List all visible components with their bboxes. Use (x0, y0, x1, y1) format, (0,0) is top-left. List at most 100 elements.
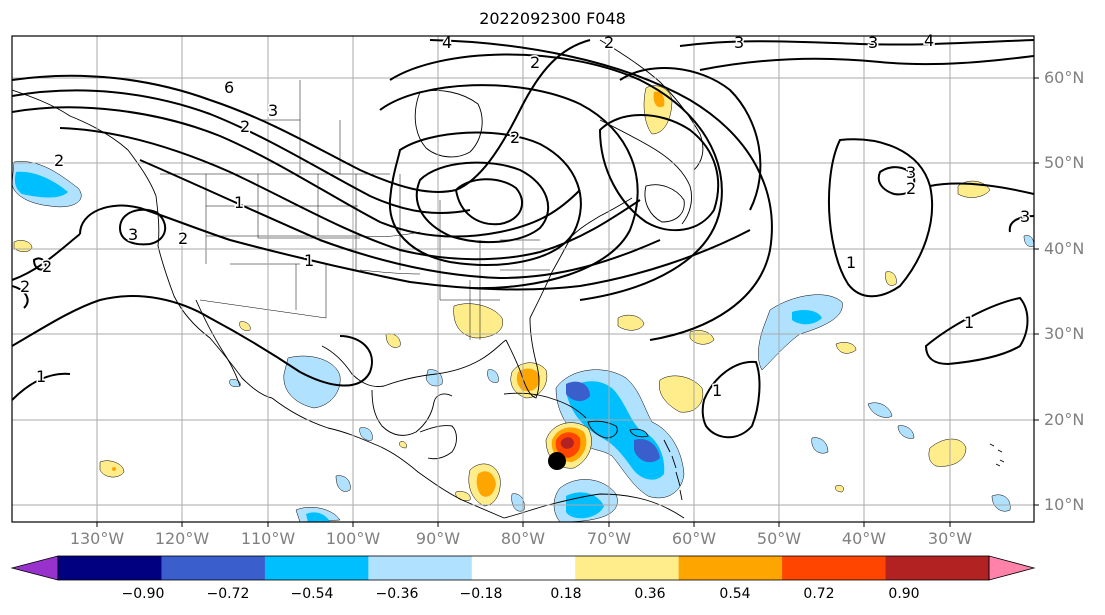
contour-label: 2 (178, 229, 188, 248)
lon-label-100w: 100°W (325, 529, 381, 548)
contour-label: 3 (1020, 207, 1030, 226)
positive-anomaly-area (617, 314, 645, 331)
contour-label: 4 (924, 31, 934, 50)
contour-label: 4 (442, 33, 452, 52)
negative-anomaly-area (335, 475, 351, 492)
colorbar-tick-label: 0.72 (803, 586, 835, 602)
contour-label: 3 (906, 163, 916, 182)
positive-anomaly-area (476, 471, 496, 497)
negative-anomaly-area (792, 310, 822, 325)
negative-anomaly-area (425, 369, 443, 387)
lon-label-70w: 70°W (586, 529, 632, 548)
contour-label: 3 (734, 33, 744, 52)
contour-label: 1 (712, 381, 722, 400)
colorbar-tick-label: 0.18 (550, 586, 582, 602)
colorbar-tick-label: 0.90 (888, 586, 920, 602)
contour-label: 3 (128, 225, 138, 244)
lon-label-40w: 40°W (841, 529, 887, 548)
positive-anomaly-area (239, 321, 251, 331)
lon-label-80w: 80°W (500, 529, 546, 548)
negative-anomaly-area (634, 438, 660, 463)
negative-anomaly-area (897, 425, 915, 439)
positive-anomaly-area (560, 437, 574, 449)
negative-anomaly-area (566, 381, 590, 402)
colorbar-tick-label: −0.36 (375, 586, 419, 602)
lat-label-20n: 20°N (1044, 410, 1085, 429)
negative-anomaly-area (1023, 235, 1034, 247)
lon-label-50w: 50°W (756, 529, 802, 548)
colorbar-tick-label: 0.36 (634, 586, 666, 602)
colorbar-tick-label: 0.54 (719, 586, 751, 602)
negative-anomaly-area (283, 355, 341, 409)
positive-anomaly-area (112, 467, 116, 471)
map-title: 2022092300 F048 (479, 9, 626, 28)
negative-anomaly-area (511, 493, 525, 512)
lat-label-60n: 60°N (1044, 68, 1085, 87)
anomaly-fills (12, 85, 1034, 522)
contour-label: 1 (846, 253, 856, 272)
negative-anomaly-area (14, 171, 68, 198)
negative-anomaly-area (359, 427, 373, 441)
lon-label-60w: 60°W (671, 529, 717, 548)
contour-label: 2 (604, 33, 614, 52)
colorbar-tick-label: −0.72 (206, 586, 250, 602)
contour-label: 1 (234, 193, 244, 212)
colorbar-extend-low (10, 555, 59, 581)
contour-label: 2 (20, 277, 30, 296)
negative-anomaly-area (306, 512, 330, 522)
colorbar-segment (161, 556, 266, 580)
positive-anomaly-area (835, 342, 857, 354)
negative-anomaly-area (991, 494, 1011, 512)
contour-label: 2 (42, 257, 52, 276)
colorbar-segment (368, 556, 473, 580)
contour-label: 2 (510, 128, 520, 147)
positive-anomaly-area (453, 303, 504, 339)
positive-anomaly-area (455, 491, 471, 501)
positive-anomaly-area (835, 485, 844, 493)
lat-label-10n: 10°N (1044, 495, 1085, 514)
colorbar-tick-label: −0.90 (121, 586, 165, 602)
storm-center-marker (548, 452, 566, 470)
colorbar-tick-label: −0.54 (290, 586, 334, 602)
contour-label: 2 (54, 151, 64, 170)
contour-label: 2 (240, 117, 250, 136)
positive-anomaly-area (643, 85, 673, 135)
negative-anomaly-area (811, 437, 829, 454)
negative-anomaly-area (867, 402, 893, 418)
lat-label-50n: 50°N (1044, 153, 1085, 172)
positive-anomaly-area (653, 91, 665, 108)
negative-anomaly-area (758, 294, 843, 371)
contour-label: 1 (964, 313, 974, 332)
positive-anomaly-area (13, 240, 33, 252)
contour-label: 2 (906, 179, 916, 198)
contour-label: 6 (224, 78, 234, 97)
lon-label-120w: 120°W (154, 529, 210, 548)
colorbar-segment (575, 556, 680, 580)
colorbar-extend-high (988, 555, 1036, 581)
lat-label-40n: 40°N (1044, 239, 1085, 258)
axis-ticks (96, 77, 1039, 527)
colorbar-segment (58, 556, 162, 580)
colorbar-segment (885, 556, 990, 580)
colorbar-segment (471, 556, 576, 580)
lon-label-90w: 90°W (415, 529, 461, 548)
contour-label: 1 (304, 251, 314, 270)
lat-label-30n: 30°N (1044, 324, 1085, 343)
colorbar-tick-label: −0.18 (459, 586, 503, 602)
contour-label: 2 (530, 53, 540, 72)
political-borders (160, 80, 550, 340)
colorbar (10, 555, 1036, 581)
positive-anomaly-area (399, 441, 407, 449)
positive-anomaly-area (885, 271, 897, 286)
contour-lines (12, 39, 1034, 439)
positive-anomaly-area (928, 438, 967, 467)
positive-anomaly-area (658, 375, 704, 413)
positive-anomaly-area (99, 460, 125, 478)
lon-label-30w: 30°W (927, 529, 973, 548)
colorbar-segment (264, 556, 369, 580)
coastlines (12, 39, 1005, 519)
negative-anomaly-area (487, 369, 499, 383)
contour-label: 3 (268, 101, 278, 120)
